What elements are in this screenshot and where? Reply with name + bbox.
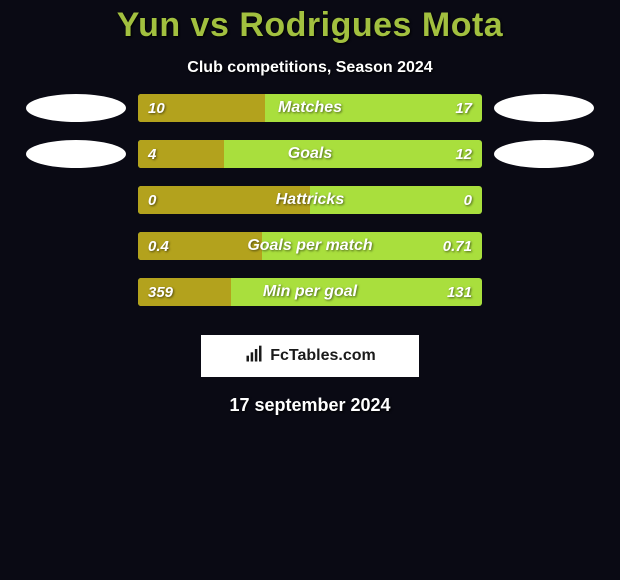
player-left-ellipse	[26, 94, 126, 122]
date-label: 17 september 2024	[0, 395, 620, 416]
subtitle: Club competitions, Season 2024	[0, 59, 620, 77]
attribution-box: FcTables.com	[201, 335, 419, 377]
metric-row: 359131Min per goal	[0, 277, 620, 307]
comparison-bar: 412Goals	[138, 140, 482, 168]
metric-label: Matches	[138, 94, 482, 122]
comparison-bar: 0.40.71Goals per match	[138, 232, 482, 260]
player-right-ellipse	[494, 140, 594, 168]
metric-label: Min per goal	[138, 278, 482, 306]
metric-row: 00Hattricks	[0, 185, 620, 215]
comparison-bar: 00Hattricks	[138, 186, 482, 214]
page-title: Yun vs Rodrigues Mota	[0, 0, 620, 45]
attribution-text: FcTables.com	[270, 347, 376, 365]
player-left-ellipse	[26, 140, 126, 168]
metric-row: 0.40.71Goals per match	[0, 231, 620, 261]
metric-label: Hattricks	[138, 186, 482, 214]
metric-label: Goals per match	[138, 232, 482, 260]
metric-row: 1017Matches	[0, 93, 620, 123]
comparison-bar: 1017Matches	[138, 94, 482, 122]
metrics-container: 1017Matches 412Goals 00Hattricks 0.40.71Goa…	[0, 93, 620, 307]
chart-icon	[244, 344, 264, 369]
metric-label: Goals	[138, 140, 482, 168]
comparison-bar: 359131Min per goal	[138, 278, 482, 306]
player-right-ellipse	[494, 94, 594, 122]
metric-row: 412Goals	[0, 139, 620, 169]
